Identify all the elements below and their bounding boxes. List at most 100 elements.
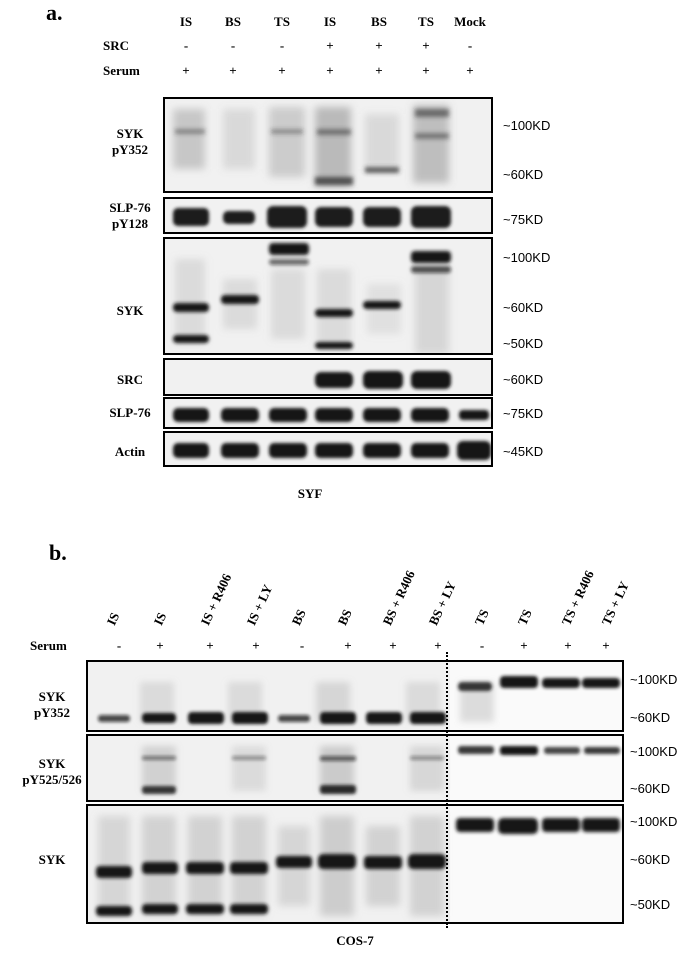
lane-header: BS: [288, 606, 309, 628]
blot-label-line: SRC: [116, 372, 143, 387]
blot-label-syk-py352: SYK pY352: [100, 126, 160, 158]
blot-label-line: SYK: [38, 689, 66, 704]
condition-value: -: [467, 38, 473, 53]
blot-label-syk-py525-526: SYK pY525/526: [20, 756, 84, 788]
blot-image: [96, 806, 622, 922]
blot-label-line: pY352: [33, 705, 71, 720]
lane-header: IS: [179, 14, 193, 29]
blot-b-syk-py525-526: [86, 734, 624, 802]
lane-header: BS + LY: [425, 578, 459, 628]
panel-a-letter: a.: [46, 0, 63, 25]
serum-value: +: [156, 638, 164, 653]
serum-label: Serum: [30, 638, 67, 653]
lane-header: IS: [103, 610, 123, 628]
blot-image: [173, 408, 489, 422]
lane-header: TS: [514, 606, 535, 628]
marker-75kd: ~75KD: [503, 212, 544, 227]
blot-label-line: Actin: [114, 444, 146, 459]
lane-header: IS + R406: [197, 571, 235, 628]
lane-header: BS: [225, 14, 241, 29]
blot-image: [142, 736, 622, 800]
marker-75kd: ~75KD: [503, 406, 544, 421]
blot-label-line: SLP-76: [109, 200, 151, 215]
condition-value: +: [278, 63, 286, 78]
condition-value: +: [375, 63, 383, 78]
blot-image: [173, 105, 449, 187]
lane-header: BS + R406: [379, 568, 418, 628]
blot-label-actin: Actin: [100, 444, 160, 460]
condition-value: +: [422, 63, 430, 78]
condition-value: +: [326, 63, 334, 78]
condition-value: +: [375, 38, 383, 53]
serum-value: +: [434, 638, 442, 653]
lane-header: TS + LY: [598, 578, 632, 628]
condition-value: -: [183, 38, 189, 53]
lane-divider: [446, 652, 448, 928]
blot-label-line: SYK: [38, 756, 66, 771]
condition-value: +: [422, 38, 430, 53]
panel-b-letter: b.: [49, 540, 67, 565]
blot-label-line: SYK: [116, 303, 144, 318]
marker-50kd: ~50KD: [630, 897, 671, 912]
blot-image: [173, 441, 491, 460]
blot-image: [315, 371, 451, 389]
blot-label-line: SYK: [38, 852, 66, 867]
blot-label-line: SYK: [116, 126, 144, 141]
blot-image: [173, 206, 451, 228]
lane-header: TS: [274, 14, 290, 29]
serum-value: -: [299, 638, 305, 653]
blot-label-slp76-py128: SLP-76 pY128: [100, 200, 160, 232]
blot-label-line: pY128: [111, 216, 149, 231]
marker-60kd: ~60KD: [503, 372, 544, 387]
blot-a-syk-py352: [163, 97, 493, 193]
blot-label-line: pY525/526: [22, 772, 82, 787]
condition-label-serum: Serum: [103, 63, 140, 78]
marker-100kd: ~100KD: [630, 814, 678, 829]
condition-value: +: [466, 63, 474, 78]
panel-a-caption: SYF: [297, 486, 323, 501]
blot-label-line: pY352: [111, 142, 149, 157]
blot-label-syk: SYK: [100, 303, 160, 319]
blot-image: [173, 243, 451, 353]
blot-label-slp76: SLP-76: [100, 405, 160, 421]
lane-header: TS + R406: [558, 568, 597, 628]
blot-label-syk-py352: SYK pY352: [20, 689, 84, 721]
serum-value: +: [520, 638, 528, 653]
blot-b-syk-py352: [86, 660, 624, 732]
blot-a-actin: [163, 431, 493, 467]
panel-b-caption: COS-7: [336, 933, 374, 948]
condition-value: +: [229, 63, 237, 78]
serum-value: -: [479, 638, 485, 653]
blot-a-slp76: [163, 397, 493, 429]
blot-a-src: [163, 358, 493, 396]
marker-60kd: ~60KD: [630, 852, 671, 867]
blot-a-syk: [163, 237, 493, 355]
blot-b-syk: [86, 804, 624, 924]
blot-label-src: SRC: [100, 372, 160, 388]
serum-value: +: [344, 638, 352, 653]
serum-value: +: [206, 638, 214, 653]
marker-100kd: ~100KD: [503, 118, 551, 133]
lane-header: TS: [418, 14, 434, 29]
marker-100kd: ~100KD: [630, 744, 678, 759]
lane-header: IS + LY: [243, 582, 276, 628]
blot-label-syk: SYK: [20, 852, 84, 868]
marker-60kd: ~60KD: [630, 781, 671, 796]
blot-image: [98, 662, 622, 730]
serum-value: +: [252, 638, 260, 653]
serum-value: +: [602, 638, 610, 653]
marker-100kd: ~100KD: [503, 250, 551, 265]
condition-value: +: [182, 63, 190, 78]
marker-60kd: ~60KD: [503, 167, 544, 182]
blot-label-line: SLP-76: [109, 405, 151, 420]
marker-60kd: ~60KD: [503, 300, 544, 315]
condition-value: -: [279, 38, 285, 53]
lane-header: BS: [371, 14, 387, 29]
lane-header: Mock: [454, 14, 486, 29]
serum-value: +: [564, 638, 572, 653]
blot-a-slp76-py128: [163, 197, 493, 234]
marker-50kd: ~50KD: [503, 336, 544, 351]
serum-value: +: [389, 638, 397, 653]
lane-header: IS: [150, 610, 170, 628]
serum-value: -: [116, 638, 122, 653]
